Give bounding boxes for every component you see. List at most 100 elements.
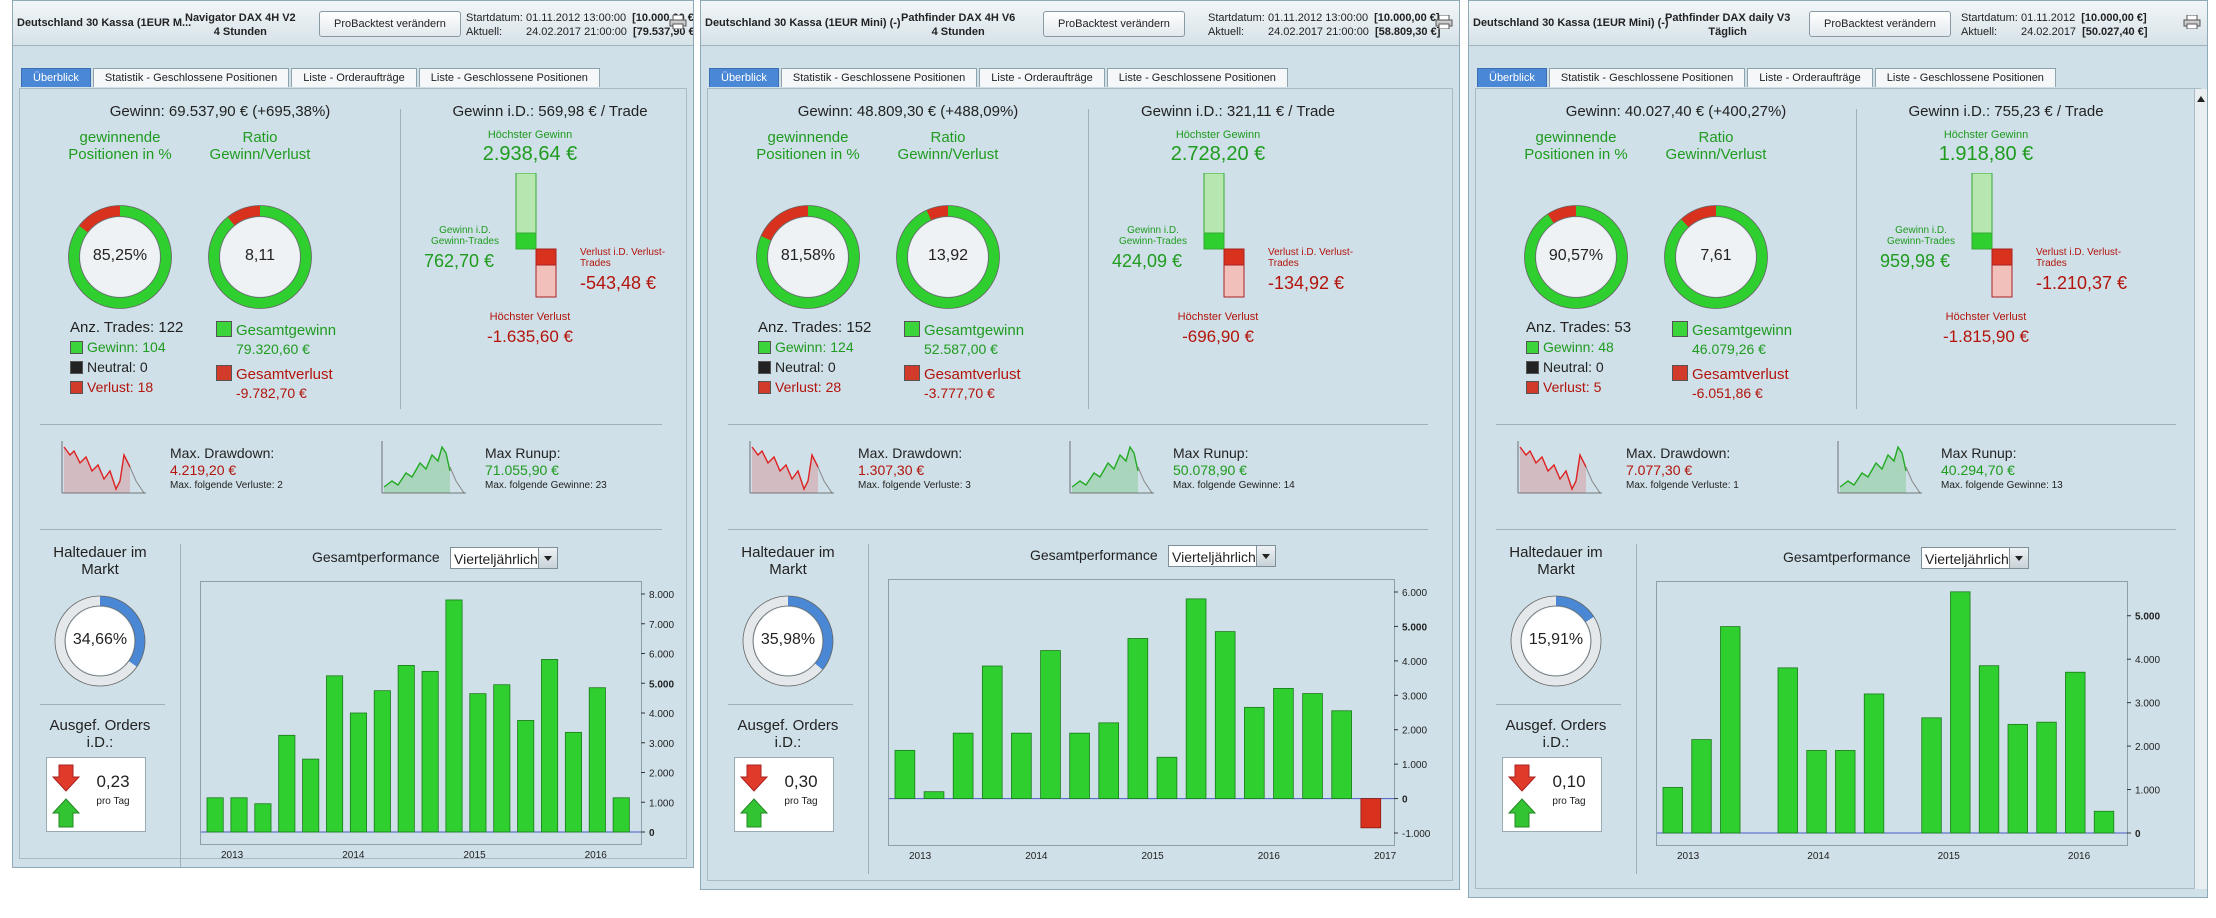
- current-date-label: Aktuell:: [466, 26, 503, 38]
- printer-icon[interactable]: [669, 15, 687, 29]
- y-tick-label: 0: [649, 828, 655, 839]
- tab-closed-positions-list[interactable]: Liste - Geschlossene Positionen: [1106, 68, 1288, 87]
- probacktest-change-button[interactable]: ProBacktest verändern: [1809, 11, 1951, 37]
- holding-time-ring: [1510, 595, 1602, 687]
- performance-bar: [1950, 591, 1971, 834]
- overview-content: Gewinn: 48.809,30 € (+488,09%) gewinnende…: [707, 88, 1453, 881]
- divider: [868, 544, 869, 874]
- current-date-label: Aktuell:: [1208, 26, 1245, 38]
- scroll-up-icon[interactable]: [2195, 89, 2207, 109]
- period-select[interactable]: Vierteljährlich: [1921, 547, 2029, 569]
- performance-chart-svg: 6.000 5.000 4.000 3.000 2.000 1.000 0 -1.000 201…: [889, 588, 1431, 862]
- performance-bar: [1185, 598, 1207, 799]
- ratio-label: Ratio Gewinn/Verlust: [1665, 129, 1767, 163]
- overview-content: Gewinn: 40.027,40 € (+400,27%) gewinnende…: [1475, 88, 2201, 889]
- tab-closed-positions-list[interactable]: Liste - Geschlossene Positionen: [1874, 68, 2056, 87]
- period-select-value: Vierteljährlich: [1925, 551, 2009, 567]
- red-square-icon: [904, 365, 920, 381]
- gain-loss-bars: [1203, 173, 1245, 298]
- start-date-row: Startdatum: 01.11.2012 [10.000,00 €]: [1961, 11, 2148, 25]
- runup-value: 50.078,90 €: [1173, 462, 1247, 478]
- black-square-icon: [758, 361, 771, 374]
- tab-statistics-closed[interactable]: Statistik - Geschlossene Positionen: [92, 68, 290, 87]
- avg-win-label: Gewinn i.D. Gewinn-Trades: [431, 225, 499, 247]
- orders-per-day-value: 0,10: [1552, 772, 1586, 791]
- red-square-icon: [70, 381, 83, 394]
- runup-sparkline: [1069, 441, 1154, 494]
- vertical-scrollbar[interactable]: [2194, 89, 2207, 889]
- chevron-down-icon[interactable]: [538, 548, 557, 568]
- holding-time-value: 35,98%: [760, 631, 816, 648]
- system-timeframe: 4 Stunden: [931, 26, 985, 38]
- period-select[interactable]: Vierteljährlich: [1168, 545, 1276, 567]
- green-square-icon: [904, 321, 920, 337]
- y-tick-label: 2.000: [649, 769, 674, 780]
- tab-bar: Überblick Statistik - Geschlossene Positi…: [709, 68, 1290, 88]
- performance-bar: [1691, 739, 1712, 834]
- performance-bar: [326, 675, 344, 833]
- performance-bar: [206, 797, 224, 833]
- max-gain-label: Höchster Gewinn: [1175, 129, 1261, 141]
- performance-bar: [278, 734, 296, 833]
- performance-bar: [1069, 732, 1090, 799]
- divider: [180, 544, 181, 867]
- performance-bar: [302, 758, 320, 833]
- loss-count: Verlust: 18: [70, 379, 153, 395]
- drawdown-sparkline: [61, 441, 146, 494]
- performance-label: Gesamtperformance: [1783, 549, 1911, 565]
- system-title: Pathfinder DAX 4H V6: [901, 12, 1016, 24]
- performance-bar: [1360, 798, 1382, 829]
- printer-icon[interactable]: [1435, 15, 1453, 29]
- up-down-arrows-icon: [1507, 764, 1537, 828]
- x-tick-label: 2013: [221, 850, 244, 861]
- tab-overview[interactable]: Überblick: [1477, 68, 1547, 87]
- drawdown-sub: Max. folgende Verluste: 1: [1626, 480, 1739, 491]
- current-capital: [79.537,90 €]: [632, 26, 694, 38]
- tab-orders-list[interactable]: Liste - Orderaufträge: [1747, 68, 1873, 87]
- printer-icon[interactable]: [2183, 15, 2201, 29]
- x-tick-label: 2014: [1807, 851, 1830, 862]
- performance-bar: [397, 665, 415, 833]
- tab-overview[interactable]: Überblick: [21, 68, 91, 87]
- red-square-icon: [758, 381, 771, 394]
- panel-header: Deutschland 30 Kassa (1EUR Mini) (-) Path…: [1469, 1, 2207, 46]
- start-date-row: Startdatum: 01.11.2012 13:00:00 [10.000,00…: [466, 11, 693, 25]
- performance-bar: [541, 659, 559, 833]
- backtest-panel: Deutschland 30 Kassa (1EUR M... Navigator…: [12, 0, 694, 868]
- total-gain-value: 79.320,60 €: [236, 341, 310, 357]
- total-gain-value: 52.587,00 €: [924, 341, 998, 357]
- win-rate-ring: [68, 205, 172, 309]
- probacktest-change-button[interactable]: ProBacktest verändern: [1043, 11, 1185, 37]
- up-down-arrows-icon: [51, 764, 81, 828]
- current-date-value: 24.02.2017 21:00:00: [526, 26, 627, 38]
- ratio-ring: [1664, 205, 1768, 309]
- performance-bar: [564, 731, 582, 833]
- total-loss-value: -3.777,70 €: [924, 385, 995, 401]
- tab-statistics-closed[interactable]: Statistik - Geschlossene Positionen: [1548, 68, 1746, 87]
- performance-bar: [230, 797, 248, 833]
- runup-sub: Max. folgende Gewinne: 13: [1941, 480, 2063, 491]
- runup-value: 71.055,90 €: [485, 462, 559, 478]
- tab-orders-list[interactable]: Liste - Orderaufträge: [979, 68, 1105, 87]
- drawdown-label: Max. Drawdown:: [170, 445, 275, 461]
- tab-orders-list[interactable]: Liste - Orderaufträge: [291, 68, 417, 87]
- avg-win-value: 959,98 €: [1880, 251, 1951, 271]
- win-count: Gewinn: 48: [1526, 339, 1614, 355]
- period-select[interactable]: Vierteljährlich: [450, 547, 558, 569]
- chevron-down-icon: [1262, 554, 1270, 559]
- tab-statistics-closed[interactable]: Statistik - Geschlossene Positionen: [780, 68, 978, 87]
- drawdown-value: 1.307,30 €: [858, 462, 925, 478]
- performance-bar: [981, 665, 1003, 799]
- tab-closed-positions-list[interactable]: Liste - Geschlossene Positionen: [418, 68, 600, 87]
- chevron-down-icon[interactable]: [1256, 546, 1275, 566]
- tab-overview[interactable]: Überblick: [709, 68, 779, 87]
- holding-time-value: 15,91%: [1528, 631, 1584, 648]
- chevron-down-icon[interactable]: [2009, 548, 2028, 568]
- current-date-row: Aktuell: 24.02.2017 21:00:00 [79.537,90 €]: [466, 25, 694, 39]
- performance-label: Gesamtperformance: [312, 549, 440, 565]
- divider: [728, 529, 1428, 530]
- probacktest-change-button[interactable]: ProBacktest verändern: [319, 11, 461, 37]
- chevron-down-icon: [2015, 556, 2023, 561]
- loss-count-text: Verlust: 28: [775, 379, 842, 395]
- backtest-panel: Deutschland 30 Kassa (1EUR Mini) (-) Path…: [1468, 0, 2208, 898]
